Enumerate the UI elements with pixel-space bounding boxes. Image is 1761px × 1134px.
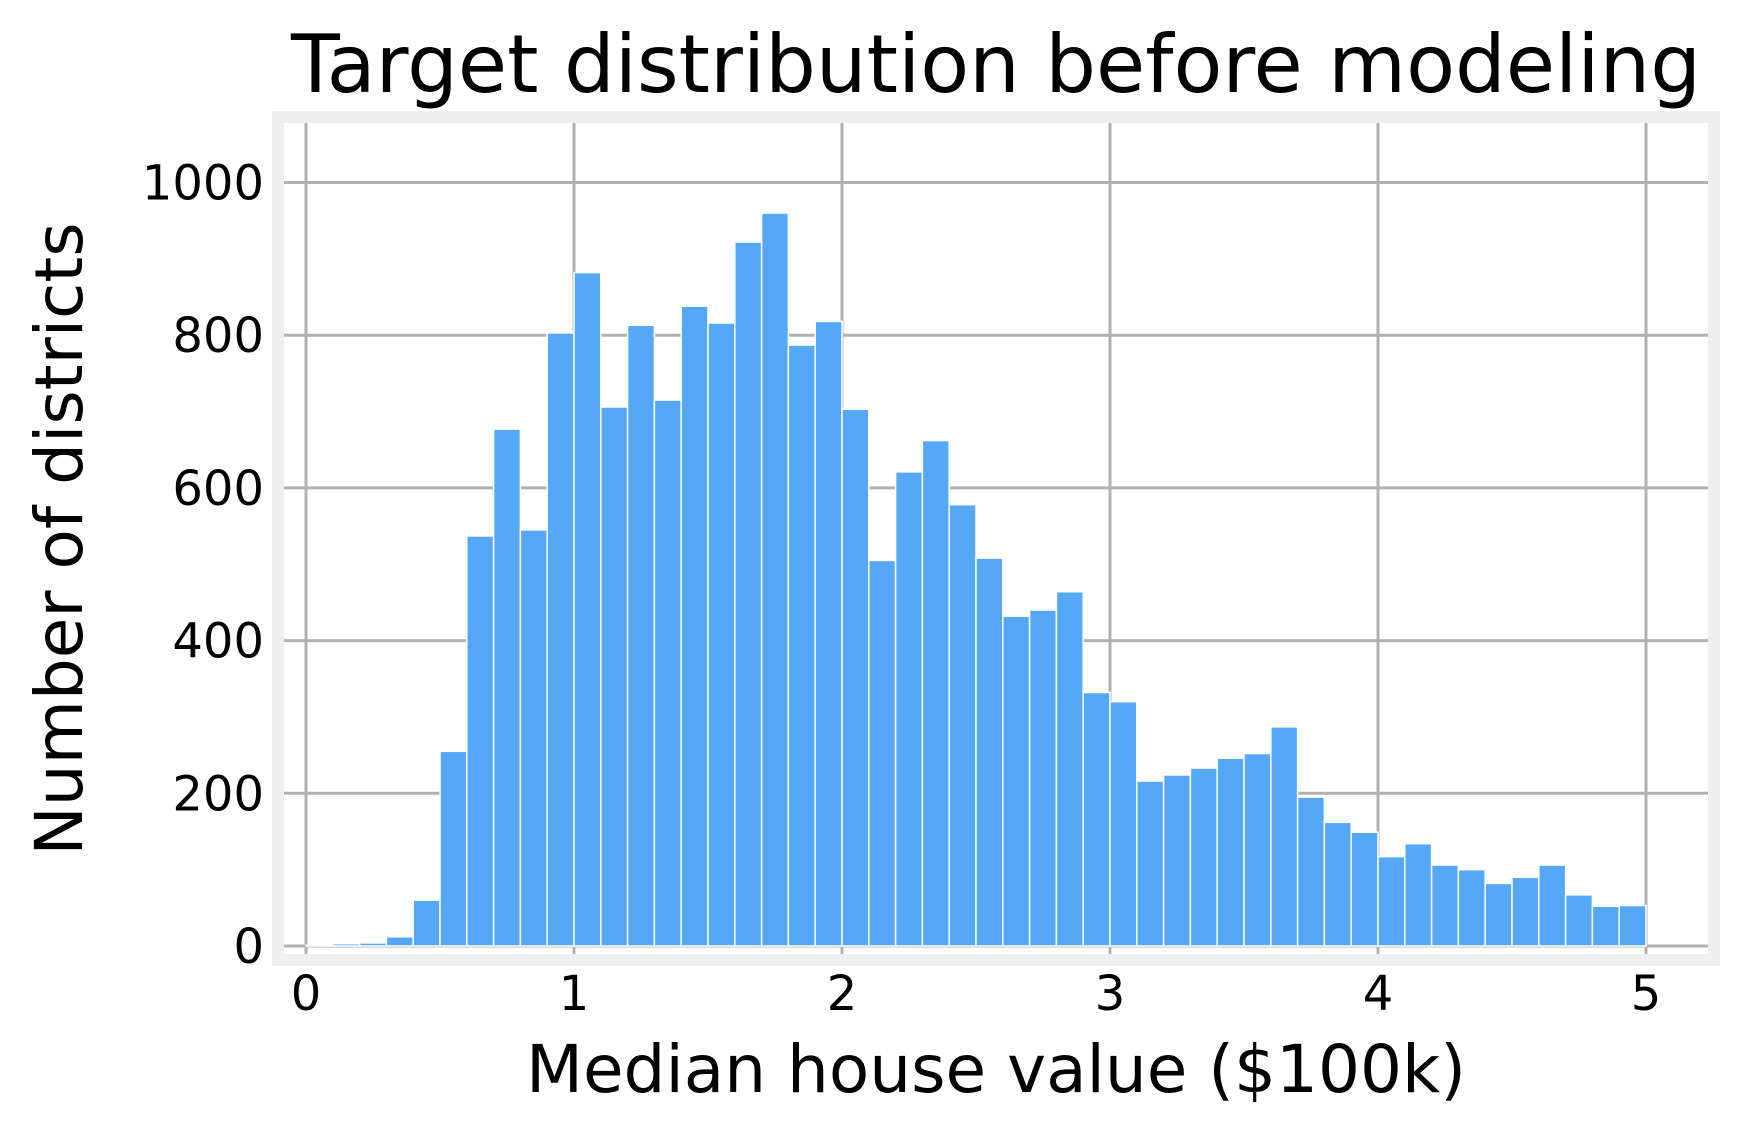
histogram-bar <box>1377 855 1406 947</box>
histogram-bar <box>894 471 924 947</box>
x-tick-label: 5 <box>1631 966 1662 1022</box>
histogram-bar <box>385 936 414 947</box>
y-tick-label: 800 <box>172 308 264 364</box>
histogram-bar <box>1055 590 1084 947</box>
y-tick-label: 1000 <box>142 156 264 212</box>
histogram-bar <box>1323 821 1352 947</box>
x-tick-label: 1 <box>559 966 590 1022</box>
histogram-bar <box>814 320 843 947</box>
histogram-bar <box>358 942 388 947</box>
histogram-bar <box>1591 905 1620 947</box>
x-axis-label: Median house value ($100k) <box>526 1031 1466 1108</box>
histogram-bar <box>332 942 361 947</box>
histogram-bar <box>1538 864 1567 947</box>
histogram-bar <box>305 944 334 947</box>
chart-title: Target distribution before modeling <box>290 18 1701 111</box>
histogram-bar <box>1511 876 1540 947</box>
histogram-bar <box>412 899 441 947</box>
histogram-bar <box>1404 842 1433 947</box>
histogram-bar <box>1564 894 1594 947</box>
histogram-bar <box>626 324 656 947</box>
x-tick-label: 2 <box>827 966 858 1022</box>
histogram-bar <box>439 750 468 947</box>
x-tick-labels: 0 1 2 3 4 5 <box>291 966 1662 1022</box>
x-tick-label: 3 <box>1095 966 1126 1022</box>
histogram-bar <box>519 529 548 947</box>
y-tick-label: 600 <box>172 461 264 517</box>
histogram-bar <box>1162 774 1192 947</box>
y-tick-label: 200 <box>172 766 264 822</box>
histogram-bar <box>1618 904 1647 947</box>
y-tick-labels: 0 200 400 600 800 1000 <box>142 156 264 976</box>
histogram-bar <box>680 305 709 947</box>
histogram-bar <box>1484 882 1513 947</box>
histogram-bar <box>1430 864 1460 947</box>
histogram-bar <box>573 271 602 947</box>
histogram-bar <box>734 241 763 947</box>
y-axis-label: Number of districts <box>21 222 98 855</box>
histogram-bar <box>1082 691 1111 947</box>
histogram-bar <box>492 428 522 947</box>
histogram-bar <box>1109 700 1138 947</box>
y-tick-label: 0 <box>233 919 264 975</box>
x-tick-label: 0 <box>291 966 322 1022</box>
histogram-bar <box>546 332 575 947</box>
histogram-bar <box>466 535 495 947</box>
histogram-bar <box>948 503 977 947</box>
histogram-bar <box>841 408 870 947</box>
histogram-bar <box>787 344 816 947</box>
histogram-bar <box>1002 615 1031 947</box>
histogram-bar <box>1028 609 1058 947</box>
x-tick-label: 4 <box>1363 966 1394 1022</box>
histogram-bar <box>653 399 682 947</box>
histogram-bar <box>868 559 897 947</box>
histogram-bar <box>921 439 950 947</box>
histogram-bar <box>1296 796 1326 947</box>
histogram-bar <box>760 212 790 947</box>
y-tick-label: 400 <box>172 614 264 670</box>
histogram-bar <box>707 322 736 947</box>
histogram-bar <box>1270 726 1299 947</box>
histogram-bar <box>600 406 629 947</box>
histogram-bars <box>305 212 1647 947</box>
histogram-bar <box>1243 752 1272 947</box>
histogram-bar <box>1216 757 1245 947</box>
histogram-bar <box>1189 767 1218 947</box>
histogram-bar <box>1350 831 1379 947</box>
histogram-bar <box>975 557 1004 947</box>
histogram-bar <box>1136 780 1165 947</box>
histogram-bar <box>1457 868 1486 947</box>
